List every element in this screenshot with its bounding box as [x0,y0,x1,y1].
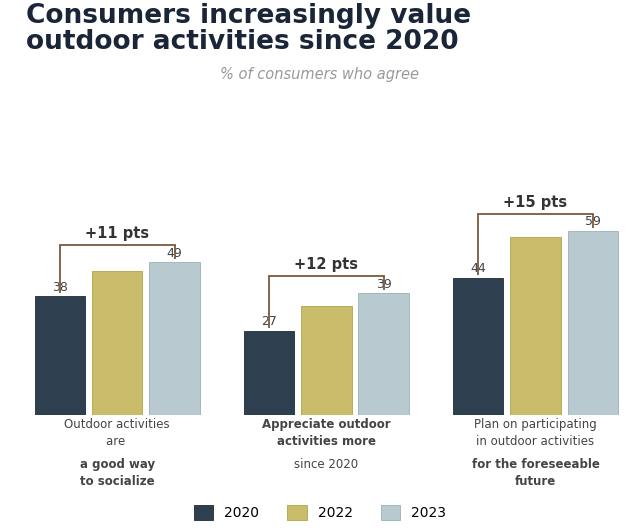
Legend: 2020, 2022, 2023: 2020, 2022, 2023 [194,504,446,520]
Bar [35,296,85,415]
Bar [510,237,561,415]
Text: Consumers increasingly value: Consumers increasingly value [26,3,471,29]
Text: for the foreseeable
future: for the foreseeable future [472,458,600,488]
Text: Plan on participating
in outdoor activities: Plan on participating in outdoor activit… [474,418,597,447]
Bar [453,278,504,415]
Text: 39: 39 [376,278,392,291]
Text: Outdoor activities
are: Outdoor activities are [65,418,170,447]
Text: 38: 38 [52,281,68,294]
Bar [92,271,143,415]
Text: a good way
to socialize: a good way to socialize [80,458,155,487]
Text: 44: 44 [470,262,486,275]
Bar [301,306,351,415]
Text: 59: 59 [585,215,601,228]
Text: Appreciate outdoor
activities more: Appreciate outdoor activities more [262,418,390,447]
Bar [149,262,200,415]
Text: +12 pts: +12 pts [294,257,358,272]
Text: 27: 27 [261,315,277,328]
Bar [358,293,409,415]
Text: +15 pts: +15 pts [504,195,568,210]
Text: outdoor activities since 2020: outdoor activities since 2020 [26,29,458,55]
Bar [568,231,618,415]
Text: +11 pts: +11 pts [85,226,149,241]
Text: % of consumers who agree: % of consumers who agree [221,66,419,81]
Bar [244,331,294,415]
Text: since 2020: since 2020 [294,458,358,471]
Text: 49: 49 [166,246,182,260]
